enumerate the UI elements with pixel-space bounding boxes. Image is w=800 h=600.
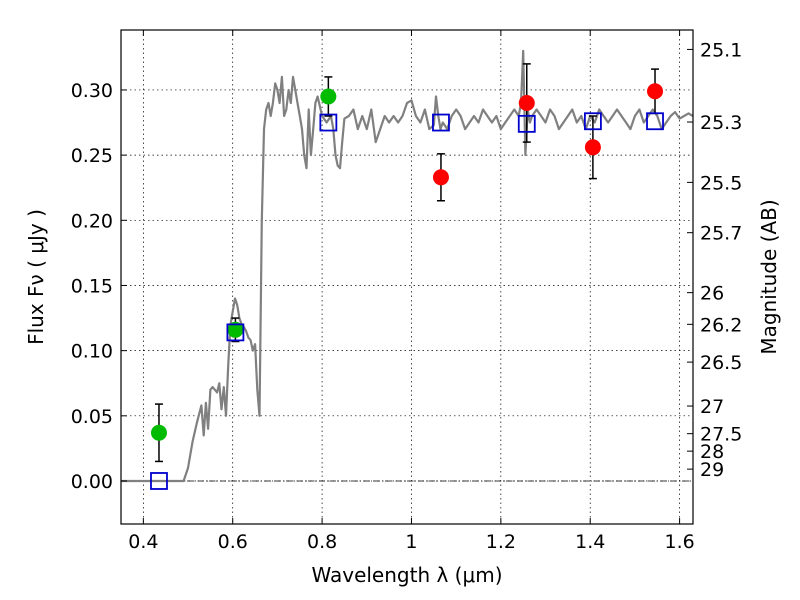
plot-content: [121, 49, 693, 490]
model-point-square: [432, 113, 450, 132]
data-point: [150, 424, 167, 441]
y-tick-label: 0.05: [71, 406, 113, 428]
y2-tick-label: 29: [700, 459, 724, 481]
data-point: [432, 169, 449, 186]
y-tick-label: 0.20: [71, 210, 113, 232]
x-tick-label: 1.4: [575, 531, 605, 553]
data-point: [647, 83, 664, 100]
data-point: [227, 321, 244, 338]
x-tick-label: 1.6: [664, 531, 694, 553]
y2-tick-label: 26: [700, 283, 724, 305]
y2-tick-label: 27: [700, 396, 724, 418]
y2-tick-label: 25.3: [700, 112, 742, 134]
y-tick-label: 0.15: [71, 275, 113, 297]
model-point-square: [517, 114, 536, 133]
model-point-square: [646, 112, 664, 131]
model-point-square: [319, 113, 338, 132]
x-tick-label: 0.8: [307, 531, 337, 553]
y-tick-label: 0.30: [71, 80, 113, 102]
x-axis: 0.4 0.6 0.8 1 1.2 1.4 1.6: [128, 30, 695, 553]
y-tick-label: 0.25: [71, 145, 113, 167]
y-axis-label: Flux Fν ( μJy ): [24, 209, 48, 345]
x-tick-label: 1: [405, 531, 417, 553]
x-tick-label: 1.2: [486, 531, 516, 553]
model-point-square: [150, 472, 168, 490]
x-tick-label: 0.4: [128, 531, 158, 553]
model-point-square: [226, 323, 245, 342]
y-axis: 0.00 0.05 0.10 0.15 0.20 0.25 0.30: [71, 80, 127, 493]
y2-axis-label: Magnitude (AB): [757, 199, 781, 354]
y-tick-label: 0.00: [71, 471, 113, 493]
y2-tick-label: 27.5: [700, 424, 742, 446]
y2-tick-label: 25.7: [700, 223, 742, 245]
x-axis-label: Wavelength λ (μm): [311, 563, 502, 587]
data-point: [584, 139, 601, 156]
model-spectrum-line: [121, 49, 693, 483]
plot-frame: [120, 29, 694, 525]
data-point: [320, 88, 337, 105]
y2-tick-label: 26.2: [700, 314, 742, 336]
y2-tick-label: 25.5: [700, 172, 742, 194]
data-point: [518, 94, 535, 111]
y2-tick-label: 26.5: [700, 352, 742, 374]
y-tick-label: 0.10: [71, 341, 113, 363]
y2-tick-label: 25.1: [700, 39, 742, 61]
x-tick-label: 0.6: [218, 531, 248, 553]
model-point-square: [584, 112, 602, 131]
y2-tick-label: 28: [700, 441, 724, 463]
